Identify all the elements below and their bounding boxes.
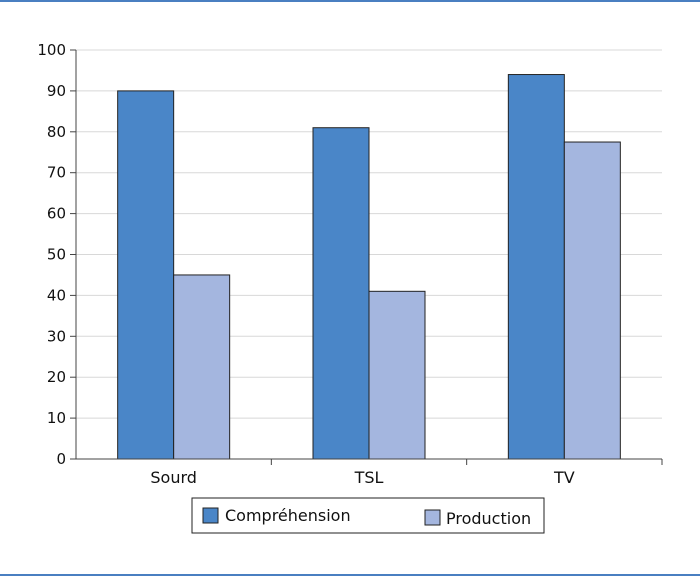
y-tick-label: 80 bbox=[47, 123, 66, 141]
axes bbox=[70, 49, 663, 465]
legend-label: Production bbox=[446, 509, 531, 528]
legend-swatch bbox=[424, 509, 441, 526]
y-tick-label: 0 bbox=[56, 450, 66, 468]
bar bbox=[507, 74, 565, 460]
bar bbox=[312, 127, 370, 460]
bars bbox=[117, 74, 621, 460]
bottom-frame-line bbox=[0, 574, 700, 576]
x-category-label: TV bbox=[553, 468, 575, 487]
y-tick-label: 70 bbox=[47, 164, 66, 182]
x-category-label: TSL bbox=[354, 468, 384, 487]
y-tick-label: 100 bbox=[37, 41, 66, 59]
x-category-labels: Sourd TSL TV bbox=[150, 468, 574, 487]
legend-label: Compréhension bbox=[225, 506, 351, 525]
y-tick-labels: 0 10 20 30 40 50 60 70 80 90 100 bbox=[37, 41, 66, 468]
legend-swatch bbox=[202, 507, 219, 524]
y-tick-label: 40 bbox=[47, 286, 66, 304]
bar bbox=[173, 274, 231, 460]
legend-box bbox=[191, 497, 545, 534]
bar bbox=[117, 90, 175, 460]
x-category-label: Sourd bbox=[150, 468, 197, 487]
y-tick-label: 20 bbox=[47, 368, 66, 386]
y-tick-label: 60 bbox=[47, 205, 66, 223]
y-tick-label: 90 bbox=[47, 82, 66, 100]
y-tick-label: 30 bbox=[47, 327, 66, 345]
bar bbox=[563, 141, 621, 460]
y-tick-label: 10 bbox=[47, 409, 66, 427]
top-frame-line bbox=[0, 0, 700, 2]
y-tick-label: 50 bbox=[47, 246, 66, 264]
legend: Compréhension Production bbox=[191, 497, 545, 534]
bar bbox=[368, 290, 426, 460]
